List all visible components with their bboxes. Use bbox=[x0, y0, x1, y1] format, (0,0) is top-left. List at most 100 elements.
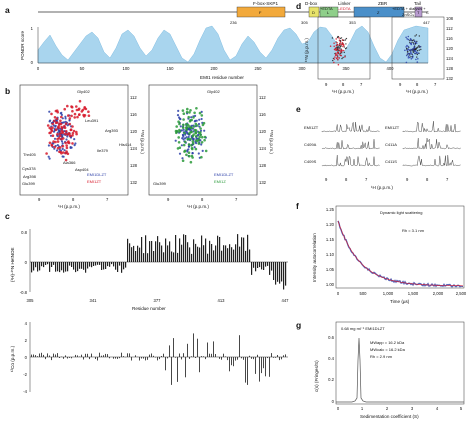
ca-shift-bar bbox=[41, 352, 42, 357]
ca-shift-bar bbox=[31, 354, 32, 357]
ytick: 1.10 bbox=[326, 252, 335, 257]
nmr-peak bbox=[340, 54, 343, 57]
nmr-peak bbox=[197, 152, 200, 155]
hetnoe-bar bbox=[133, 245, 135, 262]
nmr-peak bbox=[75, 132, 78, 136]
nmr-peak bbox=[337, 35, 339, 38]
nmr-peak bbox=[345, 43, 347, 45]
hsqc-left-frame bbox=[19, 84, 129, 196]
nmr-peak bbox=[405, 36, 407, 39]
nmr-peak bbox=[342, 49, 345, 52]
ca-shift-bar bbox=[179, 353, 180, 357]
hsqc-right-peaks bbox=[174, 107, 208, 164]
nmr-peak bbox=[180, 129, 183, 132]
hsqc-left-ylabel: ¹⁵N (p.p.m.) bbox=[140, 130, 145, 154]
ca-shift-bar bbox=[129, 353, 130, 357]
nmr-peak bbox=[190, 126, 193, 130]
ytick: 116 bbox=[259, 112, 266, 117]
ca-shift-bar bbox=[53, 353, 54, 357]
hetnoe-bar bbox=[149, 241, 151, 262]
hetnoe-bar bbox=[55, 262, 57, 272]
peak-label: Cys378 bbox=[22, 166, 36, 171]
hsqc-right-xlabel: ¹H (p.p.m.) bbox=[187, 204, 209, 209]
zbr-domain bbox=[353, 6, 405, 18]
spectrum-label: EMI1ZT bbox=[385, 125, 400, 130]
hetnoe-bar bbox=[145, 235, 147, 262]
hetnoe-bar bbox=[259, 262, 261, 268]
hetnoe-bar bbox=[169, 241, 171, 262]
hetnoe-bar bbox=[245, 250, 247, 262]
dls-frame bbox=[335, 205, 465, 289]
nmr-peak bbox=[78, 99, 82, 103]
dls-title: Dynamic light scattering bbox=[380, 210, 422, 215]
ca-shift-bar bbox=[119, 357, 120, 359]
nmr-peak bbox=[185, 128, 188, 131]
nmr-peak bbox=[50, 144, 54, 147]
xtick: 8 bbox=[416, 82, 419, 87]
hetnoe-bar bbox=[177, 252, 179, 262]
nmr-peak bbox=[64, 115, 67, 118]
xtick: 9 bbox=[399, 82, 402, 87]
peak-label: Glu399 bbox=[22, 181, 36, 186]
nmr-peak bbox=[177, 109, 180, 112]
nmr-peak bbox=[47, 155, 50, 158]
nmr-peak bbox=[71, 131, 75, 135]
xtick: 0 bbox=[337, 291, 340, 296]
ca-shift-bar bbox=[245, 357, 246, 383]
hetnoe-bar bbox=[123, 262, 125, 270]
nmr-peak bbox=[60, 115, 63, 119]
boundary-236: 236 bbox=[230, 20, 237, 25]
nmr-peak bbox=[333, 42, 335, 44]
auc-yticks: 0.6 0.4 0.2 0 bbox=[328, 335, 334, 404]
hetnoe-bar bbox=[249, 249, 251, 262]
xtick: 2,000 bbox=[433, 291, 444, 296]
nmr-peak bbox=[64, 117, 67, 120]
hetnoe-bar bbox=[277, 262, 279, 282]
nmr-peak bbox=[73, 112, 77, 116]
hetnoe-bar bbox=[79, 262, 81, 269]
panel-c-label: c bbox=[5, 211, 10, 221]
pondr-xtick: 100 bbox=[123, 66, 131, 71]
hetnoe-bar bbox=[83, 262, 85, 270]
nmr-peak bbox=[48, 141, 52, 145]
xtick: 4 bbox=[436, 406, 439, 411]
zbr-name: ZBR bbox=[378, 1, 388, 6]
nmr-peak bbox=[47, 144, 51, 147]
nmr-peak bbox=[185, 136, 188, 139]
nmr-peak bbox=[187, 151, 191, 154]
ca-shift-bar bbox=[147, 357, 148, 360]
ca-shift-bar bbox=[251, 357, 252, 359]
hetnoe-bar bbox=[75, 262, 77, 273]
hetnoe-bar bbox=[243, 237, 245, 262]
nmr-peak bbox=[56, 137, 59, 141]
nmr-peak bbox=[187, 148, 190, 151]
nmr-peak bbox=[68, 122, 72, 126]
nmr-peak bbox=[416, 61, 419, 63]
xtick: 9 bbox=[325, 82, 328, 87]
panel-g: g 0.68 mg ml⁻¹ EMI1DLZT MWapp = 16.2 kDa… bbox=[296, 320, 465, 419]
pondr-ylabel: PONDR score bbox=[20, 30, 25, 60]
nmr-peak bbox=[73, 116, 76, 119]
nmr-peak bbox=[63, 124, 66, 128]
ca-shift-bar bbox=[141, 357, 142, 359]
ytick: 128 bbox=[446, 66, 454, 71]
nmr-peak bbox=[418, 35, 420, 37]
ca-shift-bar bbox=[221, 357, 222, 360]
ca-shift-bar bbox=[153, 355, 154, 357]
xtick: 9 bbox=[406, 177, 409, 182]
nmr-peak bbox=[416, 40, 418, 43]
hetnoe-bar bbox=[157, 236, 159, 262]
nmr-peak bbox=[45, 152, 48, 155]
ca-shift-bar bbox=[81, 354, 82, 357]
ca-shift-bar bbox=[135, 355, 136, 357]
nmr-peak bbox=[182, 112, 186, 115]
nmr-peak bbox=[412, 55, 414, 57]
nmr-peak bbox=[200, 143, 203, 146]
nmr-peak bbox=[81, 108, 85, 112]
pondr-area bbox=[37, 25, 429, 64]
nmr-peak bbox=[329, 45, 332, 47]
legend-left-blue: EMI1DLZT bbox=[87, 172, 107, 177]
pondr-ytick-1: 1 bbox=[31, 26, 34, 31]
nmr-peak bbox=[192, 137, 195, 140]
ca-shift-bar bbox=[95, 357, 96, 359]
